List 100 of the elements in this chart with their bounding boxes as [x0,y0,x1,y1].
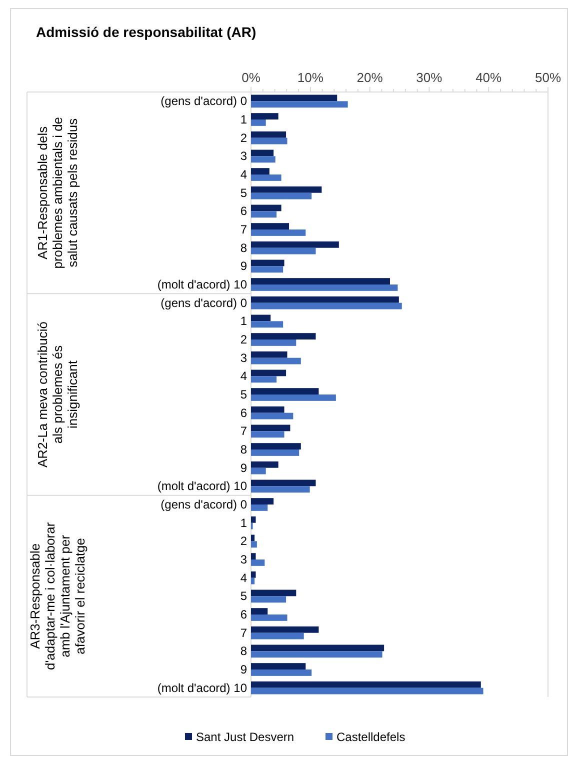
bar [251,150,274,156]
bar [251,412,294,420]
bar [251,406,284,413]
bar [251,541,257,548]
bar [251,138,288,144]
y-tick-label: (gens d'acord) 0 [160,296,248,310]
bar [251,431,284,438]
bar [251,131,286,138]
x-tick-label: 40% [476,70,502,85]
bar [251,278,390,284]
bar [251,388,319,394]
y-tick-label: 9 [240,662,248,676]
bar [251,94,338,102]
bar [251,248,316,254]
bar [251,241,339,248]
bar [251,394,336,401]
y-tick-label: (molt d'acord) 10 [157,680,248,695]
bar [251,632,304,640]
bar [251,553,256,560]
x-tick-label: 10% [297,70,324,85]
y-tick-label: 5 [240,388,248,402]
bar [251,608,268,614]
y-tick-label: 3 [240,552,248,566]
chart-title: Admissió de responsabilitat (AR) [36,24,256,40]
y-tick-label: 1 [240,112,248,126]
bar [251,174,282,181]
bar [251,534,255,542]
y-tick-label: (molt d'acord) 10 [157,479,248,494]
bar [251,296,399,303]
bar [251,321,284,328]
bar [251,578,255,584]
bar [251,101,348,108]
bar [251,186,322,193]
x-tick-label: 0% [242,70,261,85]
y-tick-label: 7 [240,222,248,236]
y-tick-label: 2 [240,332,248,346]
y-tick-label: 5 [240,589,248,604]
bar [251,314,271,322]
bar [251,498,274,504]
bar [251,340,296,346]
bar [251,351,288,358]
bar [251,663,306,670]
bar [251,376,277,383]
bar [251,266,284,273]
y-tick-label: 7 [240,626,248,640]
bar [251,204,282,212]
bar [251,120,266,126]
bar [251,626,319,633]
y-tick-label: (gens d'acord) 0 [160,94,248,108]
y-tick-label: 4 [240,570,248,585]
text: AR3-Responsable d'adaptar-me i col·laborar amb l'Ajuntament per afavorir el reciclatge [28,522,88,670]
y-tick-label: 6 [240,406,248,420]
bar [251,333,316,340]
bar [251,450,300,456]
y-tick-label: 8 [240,240,248,255]
bar [251,486,310,493]
y-tick-label: 8 [240,442,248,456]
y-tick-label: 9 [240,259,248,274]
bar [251,443,301,450]
bar [251,302,402,310]
bar [251,681,481,688]
x-tick-label: 20% [356,70,384,85]
bar [251,480,316,486]
bar [251,358,301,364]
text: AR1-Responsable dels problemes ambientals i de salut causats pels residus [35,116,80,269]
bar [251,168,270,174]
bar [251,670,312,676]
bar [251,560,265,566]
bar [251,468,266,474]
bar [251,590,296,596]
x-tick-label: 30% [416,70,443,85]
bar [251,223,290,230]
text: AR2-La meva contribució als problemes és insignificant [35,322,80,468]
y-tick-label: 6 [240,608,248,622]
y-tick-label: 2 [240,534,248,548]
bar [251,113,278,120]
y-tick-label: 6 [240,204,248,218]
bar [251,424,290,432]
bar [251,651,382,658]
y-tick-label: (gens d'acord) 0 [160,498,248,512]
y-tick-label: 5 [240,186,248,200]
bar [251,516,256,523]
bar [251,644,384,652]
y-tick-label: 4 [240,168,248,182]
y-tick-label: 9 [240,460,248,475]
bar [251,192,312,200]
bar [251,504,268,511]
bar [251,461,278,468]
bar [251,596,286,603]
bar [251,211,277,218]
y-tick-label: 3 [240,350,248,365]
bar [251,284,398,291]
bar [251,571,256,578]
y-tick-label: (molt d'acord) 10 [157,278,248,292]
y-tick-label: 3 [240,149,248,164]
bar [251,370,286,376]
y-tick-label: 2 [240,130,248,145]
bar [251,260,284,266]
y-tick-label: 1 [240,314,248,328]
legend-label: Sant Just Desvern [196,730,294,744]
